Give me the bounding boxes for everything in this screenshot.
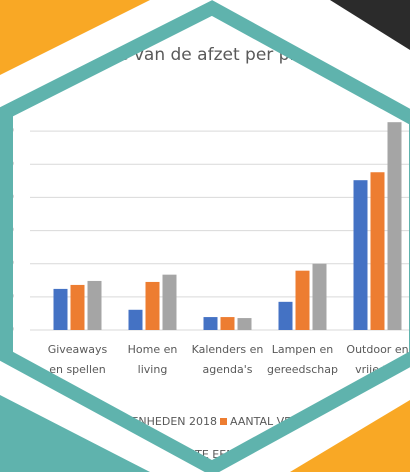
bar (88, 281, 102, 330)
bar (371, 172, 385, 330)
bar (221, 317, 235, 330)
bar (238, 318, 252, 330)
legend-swatch (220, 418, 227, 425)
bar (146, 282, 160, 330)
bar (71, 285, 85, 330)
bar (388, 122, 402, 330)
bar (279, 302, 293, 330)
bar (163, 275, 177, 330)
bar (129, 310, 143, 330)
x-tick-label: Home en living (115, 340, 190, 380)
x-tick-label-box: Kalenders en agenda's (190, 340, 265, 390)
x-tick-label-box: Home en living (115, 340, 190, 390)
bar (296, 271, 310, 330)
x-tick-label: Kalenders en agenda's (190, 340, 265, 380)
x-tick-label-box: Lampen en gereedschap (265, 340, 340, 390)
bar (354, 180, 368, 330)
x-tick-label: Lampen en gereedschap (265, 340, 340, 380)
bar (204, 317, 218, 330)
bar (313, 264, 327, 330)
bar (54, 289, 68, 330)
chart: e van de afzet per product 0100200300400… (0, 0, 410, 472)
